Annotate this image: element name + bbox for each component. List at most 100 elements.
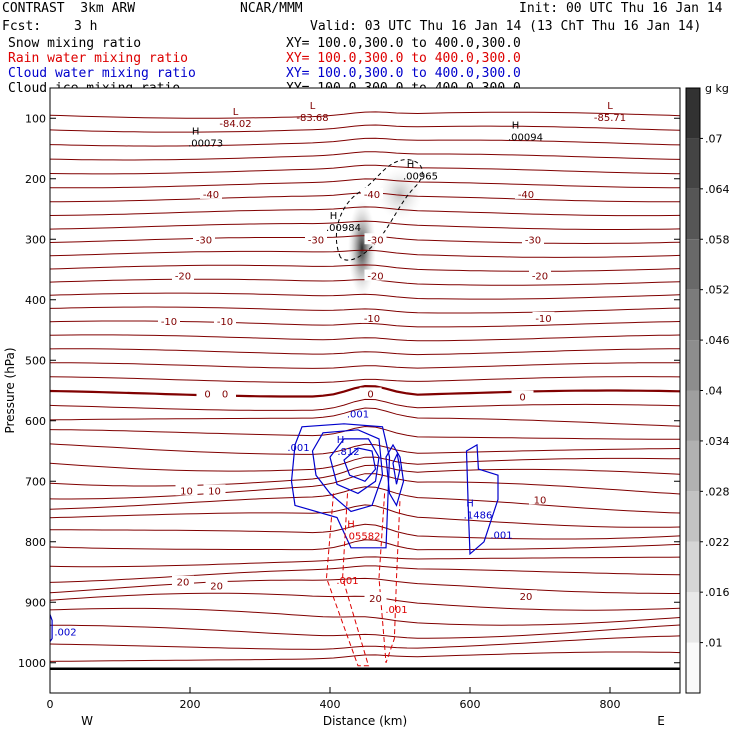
y-tick-label: 700 [25,475,46,488]
contour-label-bg [361,311,383,323]
cloud-water-extremum-value: .1486 [464,510,493,521]
colorbar-label: .028 [705,485,730,498]
x-tick-label: 600 [460,698,481,711]
colorbar-label: .064 [705,183,730,196]
temperature-extremum-letter: L [607,101,613,112]
colorbar-bin [686,390,700,441]
temperature-contour [50,151,680,161]
temperature-contour [50,348,680,356]
temperature-label: -10 [217,317,233,328]
contour-label-bg [172,269,194,281]
model-title: CONTRAST 3km ARW [2,1,136,16]
colorbar-bin [686,188,700,240]
temperature-contour [50,539,680,551]
fcst-value: 3 h [74,19,98,34]
temperature-label: 10 [180,486,193,497]
temperature-label: 10 [208,486,221,497]
temperature-label: -20 [532,272,548,283]
contour-label-bg [203,484,226,496]
contour-label-bg [532,311,555,323]
colorbar-bin [686,289,700,341]
contour-label-bg [515,187,537,199]
init-time: Init: 00 UTC Thu 16 Jan 14 [519,1,723,16]
cloud-water-label: .001 [490,531,512,542]
cloud-water-extremum-letter: H [466,498,474,509]
contour-label-bg [364,592,387,604]
temperature-contour [50,464,680,487]
contour-label-bg [196,387,219,399]
contour-label-bg [214,387,236,399]
temperature-label: -30 [525,235,541,246]
temperature-contour [50,565,680,583]
temperature-label: 0 [519,393,525,404]
x-tick-label: 800 [600,698,621,711]
temperature-extremum-letter: L [310,101,316,112]
temperature-contour [50,407,680,427]
contour-label-bg [158,314,180,326]
contour-label-bg [361,187,383,199]
temperature-label: -30 [196,235,212,246]
colorbar-label: .034 [705,435,730,448]
colorbar-bin [686,340,700,391]
contour-label-bg [529,269,551,281]
temperature-contour [50,624,680,639]
cloud-water-contour [50,614,53,643]
temperature-contour [50,556,680,568]
east-label: E [657,714,665,728]
fcst-label: Fcst: [2,19,42,34]
cloud-water-contour [311,429,384,513]
x-tick-label: 400 [320,698,341,711]
valid-time: Valid: 03 UTC Thu 16 Jan 14 (13 ChT Thu … [310,19,702,34]
temperature-contour [50,320,680,328]
field-rain-name: Rain water mixing ratio [8,51,189,66]
temperature-label: -20 [175,272,191,283]
contour-label-bg [364,269,387,281]
temperature-contour [50,220,680,230]
temperature-extremum-value: -84.02 [219,119,251,130]
y-tick-label: 1000 [18,657,46,670]
y-tick-label: 900 [25,596,46,609]
temperature-label: 20 [177,578,190,589]
y-tick-label: 400 [25,294,46,307]
contour-label-bg [305,233,327,245]
temperature-label: -20 [367,272,383,283]
y-tick-label: 600 [25,415,46,428]
field-snow-name: Snow mixing ratio [8,36,142,51]
cloud-ice-extremum-letter: H [407,160,415,171]
cloud-ice-extremum-value: .00073 [188,138,223,149]
temperature-contour [50,164,680,175]
temperature-contour [50,577,680,594]
x-axis-title: Distance (km) [323,714,407,728]
cloud-water-contour [329,438,380,495]
x-tick-label: 200 [180,698,201,711]
temperature-contour [50,376,680,384]
field-rain-xy: XY= 100.0,300.0 to 400.0,300.0 [286,51,521,66]
temperature-label: 10 [534,495,547,506]
temperature-contour [50,264,680,272]
snow-shading-upper [378,167,422,220]
temperature-contour [50,334,680,342]
cloud-water-contour [290,423,391,549]
cloud-water-label: .001 [347,410,369,421]
colorbar-label: .046 [705,334,730,347]
y-tick-label: 200 [25,173,46,186]
field-cloudwater-name: Cloud water mixing ratio [8,66,196,81]
cloud-ice-contour [335,158,423,261]
temperature-label: -10 [161,317,177,328]
cloud-ice-extremum-value: .00965 [403,172,438,183]
temperature-label: -40 [518,190,534,201]
colorbar-bin [686,239,700,290]
cloud-water-contour [465,443,499,556]
temperature-label: -10 [535,314,551,325]
temperature-contour [50,523,680,540]
temperature-label: -30 [308,235,324,246]
field-cloudwater-xy: XY= 100.0,300.0 to 400.0,300.0 [286,66,521,81]
colorbar-bin [686,541,700,593]
temperature-label: -40 [364,190,380,201]
colorbar-bin [686,88,700,139]
contour-label-bg [522,233,544,245]
temperature-extremum-value: -83.68 [296,113,328,124]
temperature-contour [50,178,680,189]
cloud-ice-extremum-value: .00984 [326,223,361,234]
temperature-contour [50,111,680,119]
